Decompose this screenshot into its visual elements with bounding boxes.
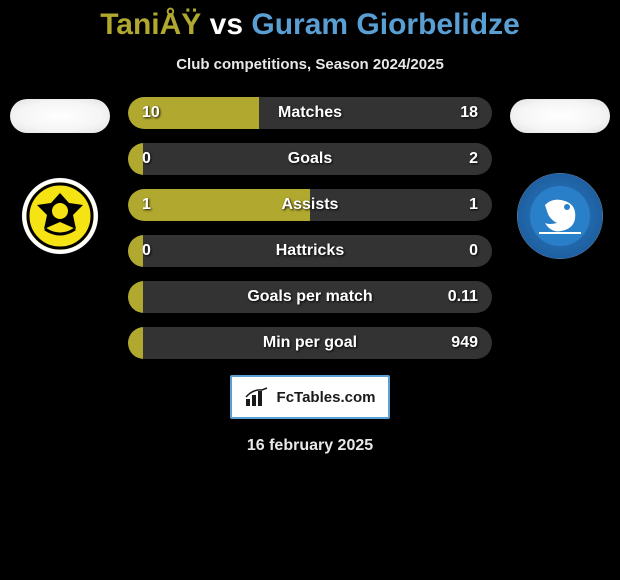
player2-name: Guram Giorbelidze xyxy=(251,8,519,41)
stat-label: Assists xyxy=(128,196,492,214)
stat-value-player2: 2 xyxy=(469,150,478,168)
player1-club-badge xyxy=(17,173,103,259)
vs-separator: vs xyxy=(210,8,243,41)
player1-name: TaniÅŸ xyxy=(100,8,201,41)
stat-label: Goals xyxy=(128,150,492,168)
stat-value-player2: 0.11 xyxy=(448,288,478,306)
competition-subtitle: Club competitions, Season 2024/2025 xyxy=(0,56,620,73)
player2-avatar-placeholder xyxy=(510,99,610,133)
stat-value-player2: 0 xyxy=(469,242,478,260)
stat-bar-goals-per-match: Goals per match0.11 xyxy=(128,281,492,313)
comparison-body: 10Matches180Goals21Assists10Hattricks0Go… xyxy=(0,97,620,359)
stat-bar-min-per-goal: Min per goal949 xyxy=(128,327,492,359)
stat-label: Goals per match xyxy=(128,288,492,306)
fctables-chart-icon xyxy=(245,387,271,407)
stat-value-player2: 18 xyxy=(460,104,478,122)
stat-bar-assists: 1Assists1 xyxy=(128,189,492,221)
player2-column xyxy=(500,97,620,259)
stat-label: Matches xyxy=(128,104,492,122)
stat-value-player2: 949 xyxy=(451,334,478,352)
stat-bar-goals: 0Goals2 xyxy=(128,143,492,175)
stat-bar-hattricks: 0Hattricks0 xyxy=(128,235,492,267)
player1-column xyxy=(0,97,120,259)
stat-value-player2: 1 xyxy=(469,196,478,214)
comparison-date: 16 february 2025 xyxy=(0,437,620,455)
comparison-title: TaniÅŸ vs Guram Giorbelidze xyxy=(0,0,620,42)
stat-label: Hattricks xyxy=(128,242,492,260)
erzurumspor-badge-icon xyxy=(529,185,591,247)
stat-label: Min per goal xyxy=(128,334,492,352)
stats-column: 10Matches180Goals21Assists10Hattricks0Go… xyxy=(120,97,500,359)
fctables-logo[interactable]: FcTables.com xyxy=(230,375,390,419)
player2-club-badge xyxy=(517,173,603,259)
fctables-logo-text: FcTables.com xyxy=(277,389,376,406)
malatya-badge-icon xyxy=(25,181,95,251)
player1-avatar-placeholder xyxy=(10,99,110,133)
stat-bar-matches: 10Matches18 xyxy=(128,97,492,129)
